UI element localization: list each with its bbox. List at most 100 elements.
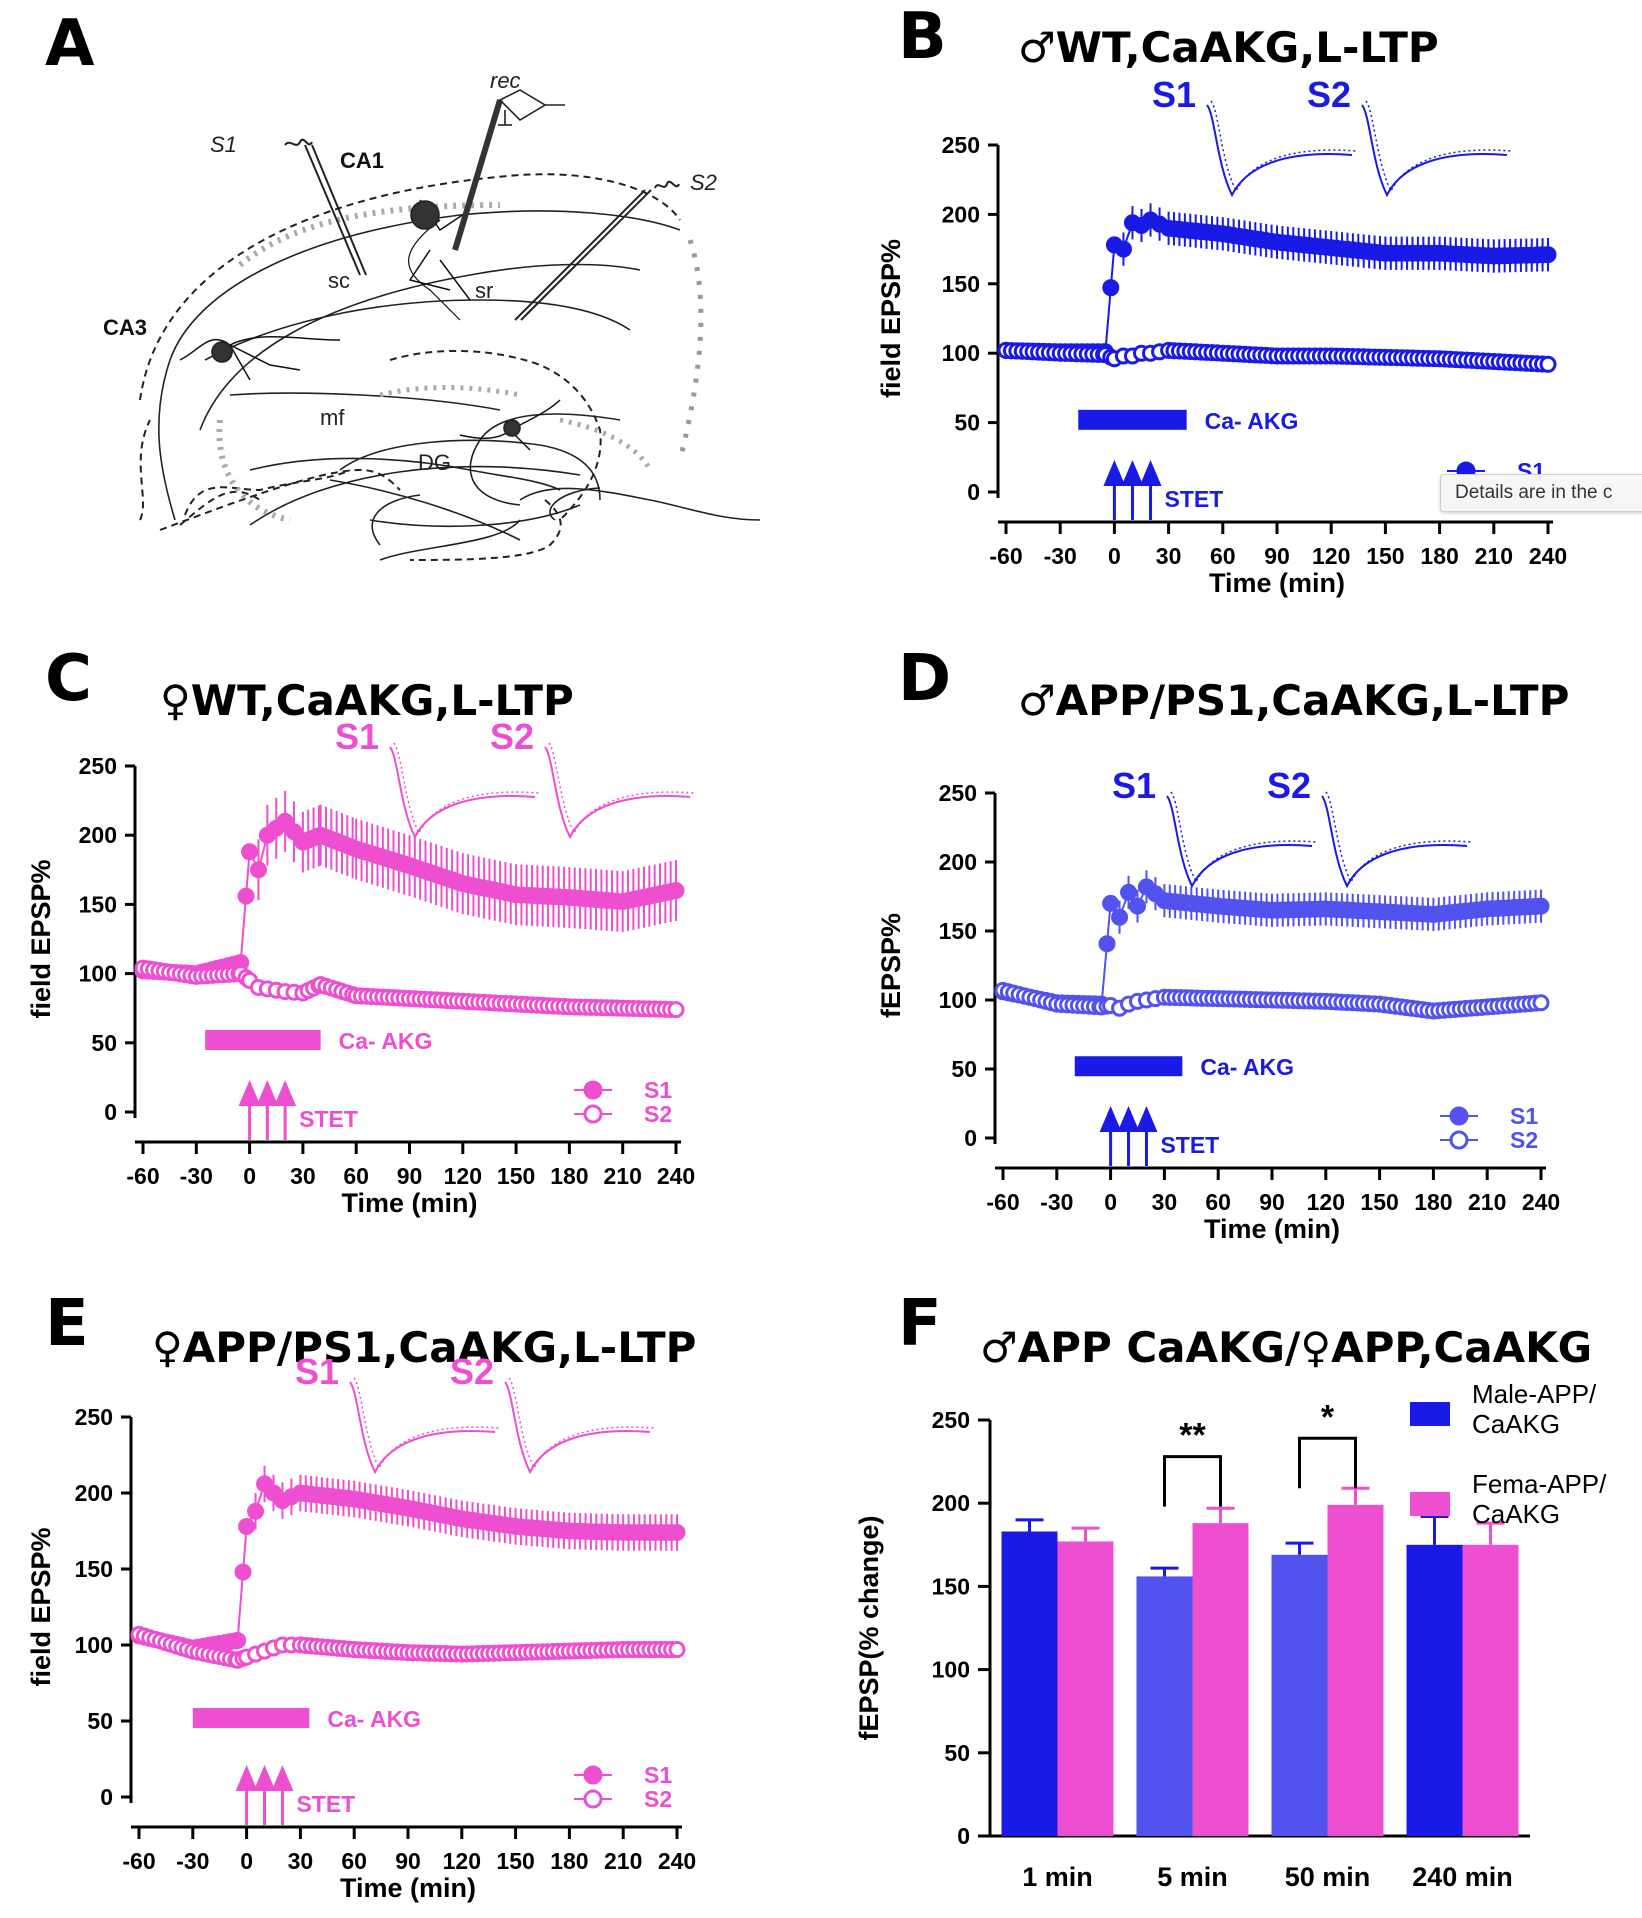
x-tick-label: 150 bbox=[496, 1848, 534, 1874]
x-tick-label: -60 bbox=[989, 543, 1022, 569]
y-tick-label: 100 bbox=[942, 340, 980, 366]
panel-b-title: ♂WT,CaAKG,L-LTP bbox=[1018, 23, 1439, 72]
y-tick-label: 0 bbox=[964, 1125, 977, 1151]
legend-marker bbox=[583, 1080, 603, 1100]
legend-label-line1: Male-APP/ bbox=[1472, 1379, 1597, 1409]
legend-marker bbox=[583, 1104, 603, 1124]
x-tick-label: -30 bbox=[176, 1848, 209, 1874]
stimulus-label: STET bbox=[299, 1106, 358, 1132]
x-tick-label: 90 bbox=[1264, 543, 1290, 569]
x-tick-label: 120 bbox=[444, 1163, 482, 1189]
category-label: 240 min bbox=[1412, 1862, 1513, 1892]
epsp-trace bbox=[1166, 795, 1313, 889]
bar-male bbox=[1001, 1531, 1058, 1836]
x-tick-label: 210 bbox=[604, 1848, 642, 1874]
label-ca3: CA3 bbox=[103, 315, 147, 340]
x-tick-label: 120 bbox=[443, 1848, 481, 1874]
stimulus-arrow-head bbox=[1099, 1106, 1122, 1132]
panel-f-chart: ♂APP CaAKG/♀APP,CaAKG 0 50 100 150 200 250 fEPS… bbox=[854, 1323, 1607, 1892]
panel-c-title: ♀WT,CaAKG,L-LTP bbox=[160, 676, 574, 725]
data-point-s2 bbox=[668, 1641, 686, 1659]
legend-label: S1 bbox=[1510, 1103, 1538, 1129]
stimulus-arrow-head bbox=[1139, 460, 1162, 486]
x-tick-label: 60 bbox=[1205, 1189, 1231, 1215]
y-tick-label: 50 bbox=[944, 1740, 970, 1766]
y-tick-label: 0 bbox=[100, 1784, 113, 1810]
drug-label: Ca- AKG bbox=[1200, 1054, 1294, 1080]
x-tick-label: 30 bbox=[288, 1848, 314, 1874]
drug-application-bar bbox=[1074, 1056, 1183, 1077]
label-s2-electrode: S2 bbox=[690, 170, 717, 195]
legend-swatch bbox=[1410, 1402, 1450, 1426]
legend-label: S1 bbox=[644, 1762, 672, 1788]
stimulus-arrow-head bbox=[1103, 460, 1126, 486]
significance-bracket bbox=[1163, 1455, 1222, 1507]
panel-letter-c: C bbox=[45, 642, 92, 716]
panel-letter-f: F bbox=[898, 1287, 942, 1361]
data-point-s1 bbox=[241, 843, 259, 861]
x-tick-label: 240 bbox=[657, 1163, 695, 1189]
y-tick-label: 250 bbox=[79, 753, 117, 779]
label-sr: sr bbox=[475, 278, 493, 303]
drug-label: Ca- AKG bbox=[1205, 408, 1299, 434]
x-tick-label: 120 bbox=[1312, 543, 1350, 569]
y-tick-label: 200 bbox=[939, 849, 977, 875]
legend-label: S2 bbox=[644, 1786, 672, 1812]
y-axis-label: fEPSP% bbox=[876, 913, 906, 1018]
legend-label: S2 bbox=[1510, 1127, 1538, 1153]
data-point-s1 bbox=[247, 1502, 265, 1520]
data-point-s1 bbox=[1539, 246, 1557, 264]
x-tick-label: 240 bbox=[1522, 1189, 1560, 1215]
legend-marker bbox=[583, 1765, 603, 1785]
data-point-s1 bbox=[276, 812, 294, 830]
data-point-s2 bbox=[1539, 355, 1557, 373]
data-point-s1 bbox=[1120, 883, 1138, 901]
y-tick-label: 250 bbox=[939, 780, 977, 806]
details-tooltip[interactable]: Details are in the c bbox=[1440, 474, 1642, 512]
x-tick-label: -30 bbox=[180, 1163, 213, 1189]
x-tick-label: 240 bbox=[658, 1848, 696, 1874]
legend-marker bbox=[1449, 1106, 1469, 1126]
label-mf: mf bbox=[320, 405, 345, 430]
data-point-s1 bbox=[237, 887, 255, 905]
panel-letter-e: E bbox=[45, 1287, 89, 1361]
drug-application-bar bbox=[192, 1707, 310, 1728]
bar-male bbox=[1406, 1544, 1463, 1836]
label-sc: sc bbox=[328, 268, 350, 293]
data-point-s1 bbox=[234, 1563, 252, 1581]
data-point-s1 bbox=[238, 1517, 256, 1535]
bar-female bbox=[1327, 1504, 1384, 1836]
data-point-s1 bbox=[1129, 897, 1146, 915]
y-tick-label: 50 bbox=[87, 1708, 113, 1734]
x-axis-label: Time (min) bbox=[1204, 1214, 1340, 1244]
y-tick-label: 250 bbox=[932, 1407, 970, 1433]
y-axis-label: fEPSP(% change) bbox=[854, 1515, 884, 1740]
significance-bracket bbox=[1298, 1436, 1357, 1489]
stimulus-arrow-head bbox=[1135, 1106, 1158, 1132]
y-tick-label: 250 bbox=[942, 132, 980, 158]
panel-b-chart: ♂WT,CaAKG,L-LTP 0 50 100 150 200 250 -60 -30 0 30 6… bbox=[876, 23, 1567, 598]
x-tick-label: -60 bbox=[986, 1189, 1019, 1215]
epsp-trace-baseline bbox=[548, 742, 695, 835]
x-tick-label: -30 bbox=[1040, 1189, 1073, 1215]
panel-d-chart: ♂APP/PS1,CaAKG,L-LTP 0 50 100 150 200 250 -60 -3… bbox=[876, 676, 1569, 1244]
legend-label-line2: CaAKG bbox=[1472, 1499, 1560, 1529]
bar-male bbox=[1136, 1576, 1193, 1836]
x-tick-label: 0 bbox=[243, 1163, 256, 1189]
y-tick-label: 50 bbox=[954, 410, 980, 436]
bar-female bbox=[1192, 1523, 1249, 1836]
stimulus-arrow-head bbox=[1121, 460, 1144, 486]
trace-label-s1: S1 bbox=[1112, 765, 1156, 806]
legend-label: S2 bbox=[644, 1101, 672, 1127]
epsp-trace bbox=[544, 746, 691, 840]
y-tick-label: 0 bbox=[104, 1099, 117, 1125]
trace-label-s2: S2 bbox=[450, 1351, 494, 1392]
drug-application-bar bbox=[205, 1030, 321, 1051]
x-tick-label: 180 bbox=[1420, 543, 1458, 569]
panel-f-title: ♂APP CaAKG/♀APP,CaAKG bbox=[980, 1323, 1592, 1372]
x-tick-label: 90 bbox=[397, 1163, 423, 1189]
x-tick-label: 180 bbox=[550, 1163, 588, 1189]
y-tick-label: 100 bbox=[75, 1632, 113, 1658]
x-tick-label: 180 bbox=[1414, 1189, 1452, 1215]
